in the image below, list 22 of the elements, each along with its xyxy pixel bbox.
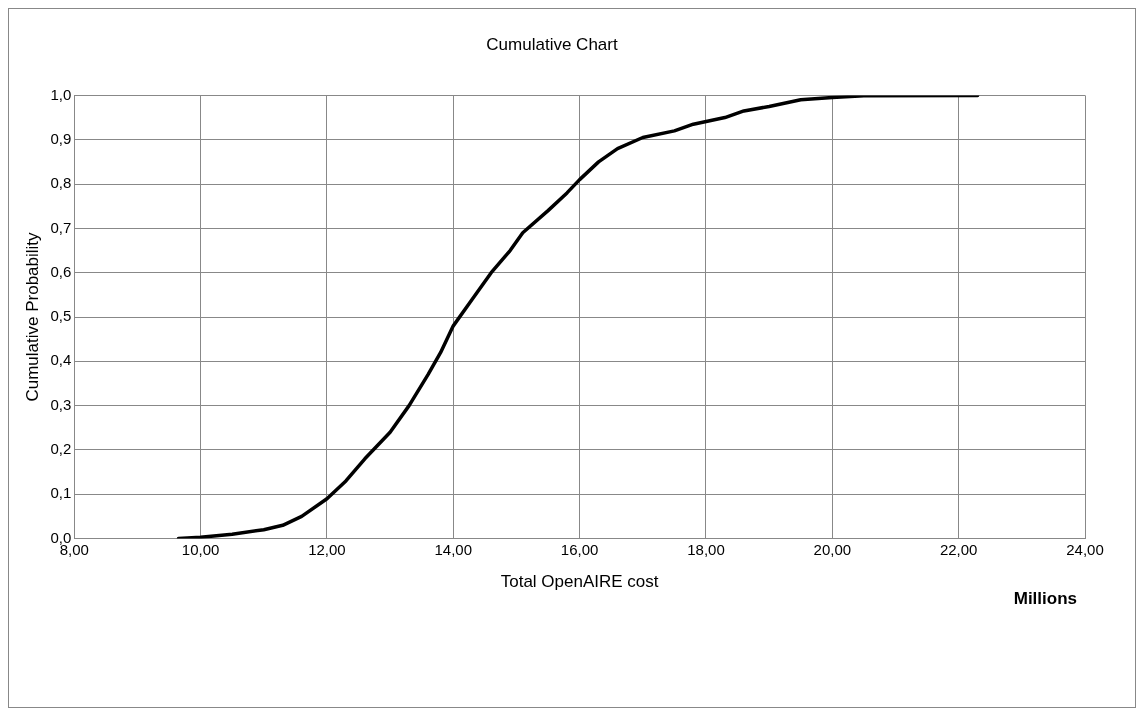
- y-tick-label: 0,5: [50, 307, 72, 325]
- x-tick-label: 24,00: [1066, 540, 1104, 558]
- y-tick-label: 0,1: [50, 484, 72, 502]
- y-tick-label: 0,4: [50, 351, 72, 369]
- x-tick-label: 22,00: [939, 540, 978, 558]
- text: Millions: [1013, 589, 1077, 609]
- x-tick-label: 10,00: [181, 540, 220, 558]
- y-tick-label: 0,2: [50, 440, 72, 458]
- y-tick-label: 0,9: [50, 129, 72, 147]
- y-tick-label: 1,0: [50, 85, 72, 103]
- x-tick-label: 16,00: [560, 540, 599, 558]
- x-tick-label: 12,00: [308, 540, 346, 558]
- y-tick-label: 0,8: [50, 174, 72, 192]
- x-tick-label: 20,00: [813, 540, 852, 558]
- x-tick-label: 18,00: [687, 540, 725, 558]
- y-axis-title: Cumulative Probability: [22, 231, 42, 402]
- y-tick-label: 0,7: [50, 218, 72, 236]
- y-tick-label: 0,6: [50, 262, 72, 280]
- x-tick-label: 14,00: [434, 540, 473, 558]
- y-tick-label: 0,3: [50, 395, 72, 413]
- chart-title: Cumulative Chart: [486, 34, 618, 54]
- x-axis-title: Total OpenAIRE cost: [500, 572, 659, 592]
